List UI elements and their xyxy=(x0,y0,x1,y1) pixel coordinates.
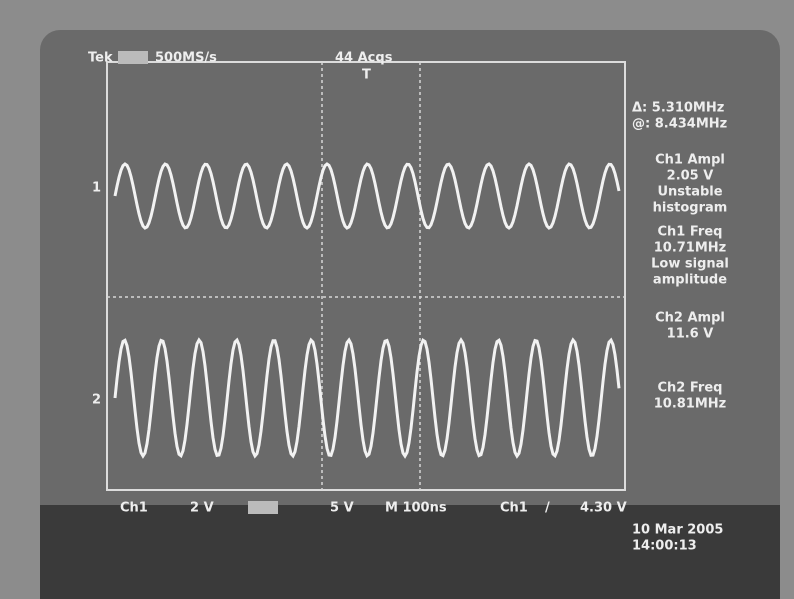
ch1-scale: 2 V xyxy=(190,501,214,516)
ch2-scale: 5 V xyxy=(330,501,354,516)
cursor-delta: Δ: 5.310MHz xyxy=(632,101,724,116)
measurement-value: 2.05 V xyxy=(667,169,714,184)
bezel xyxy=(40,505,780,599)
sample-rate: 500MS/s xyxy=(155,51,217,66)
measurement-label: Ch1 Ampl xyxy=(655,153,725,168)
graticule-frame xyxy=(106,61,626,491)
measurement-value: 10.81MHz xyxy=(654,397,727,412)
time: 14:00:13 xyxy=(632,539,697,554)
trigger-source: Ch1 xyxy=(500,501,528,516)
timebase: M 100ns xyxy=(385,501,447,516)
measurement-value: 11.6 V xyxy=(667,327,714,342)
date: 10 Mar 2005 xyxy=(632,523,723,538)
measurement-label: Ch2 Freq xyxy=(658,381,723,396)
measurement-label: Ch1 Freq xyxy=(658,225,723,240)
trigger-level: 4.30 V xyxy=(580,501,627,516)
measurement-note: histogram xyxy=(653,201,728,216)
measurement-note: Unstable xyxy=(657,185,722,200)
brand: Tek xyxy=(88,51,113,66)
measurement-note: Low signal xyxy=(651,257,729,272)
acquisitions: 44 Acqs xyxy=(335,51,393,66)
waveform xyxy=(113,337,621,459)
measurement-note: amplitude xyxy=(653,273,727,288)
channel-marker: 1 xyxy=(92,181,101,196)
measurement-label: Ch2 Ampl xyxy=(655,311,725,326)
cursor-at: @: 8.434MHz xyxy=(632,117,727,132)
channel-marker: 2 xyxy=(92,393,101,408)
footer-ch1: Ch1 xyxy=(120,501,148,516)
trigger-slope: / xyxy=(545,501,550,516)
trigger-marker: T xyxy=(362,68,371,83)
waveforms xyxy=(113,162,621,459)
run-indicator xyxy=(118,51,148,64)
measurement-value: 10.71MHz xyxy=(654,241,727,256)
ch2-indicator xyxy=(248,501,278,514)
waveform xyxy=(113,162,621,230)
